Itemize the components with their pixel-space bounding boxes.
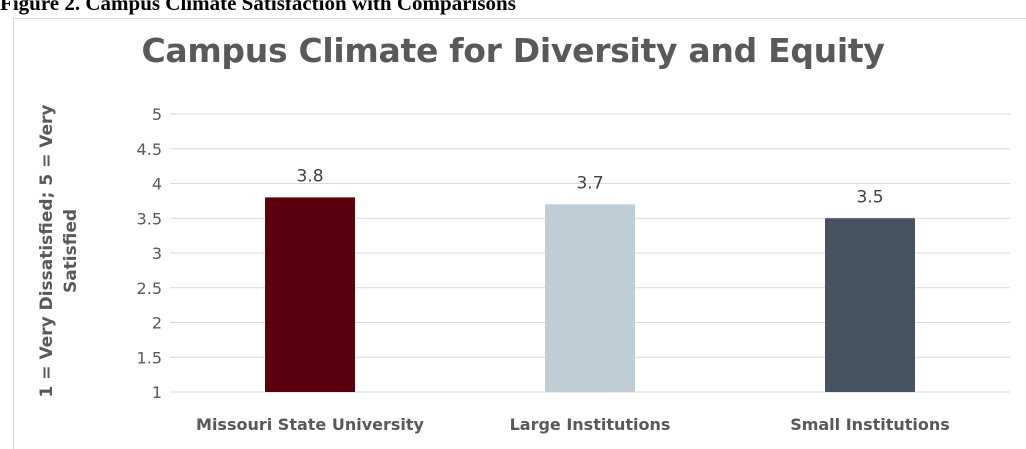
- y-tick-label: 3: [152, 244, 162, 263]
- figure-caption: Figure 2. Campus Climate Satisfaction wi…: [0, 0, 516, 15]
- data-label: 3.7: [576, 173, 603, 193]
- data-label: 3.8: [296, 166, 323, 186]
- chart-title: Campus Climate for Diversity and Equity: [141, 31, 885, 70]
- x-category-label: Small Institutions: [790, 415, 950, 434]
- chart-frame-left-border: [13, 18, 14, 449]
- x-category-label: Large Institutions: [510, 415, 671, 434]
- chart-frame-top-border: [13, 18, 1026, 19]
- data-label: 3.5: [856, 187, 883, 207]
- y-tick-label: 2: [152, 314, 162, 333]
- category-labels: Missouri State University Large Instituti…: [196, 415, 950, 434]
- bars: [265, 197, 915, 392]
- y-tick-label: 4: [152, 175, 162, 194]
- data-labels: 3.8 3.7 3.5: [296, 166, 883, 207]
- y-tick-label: 1.5: [137, 348, 162, 367]
- bar: [265, 197, 355, 392]
- y-tick-label: 1: [152, 383, 162, 402]
- y-tick-label: 2.5: [137, 279, 162, 298]
- y-tick-label: 5: [152, 105, 162, 124]
- x-category-label: Missouri State University: [196, 415, 425, 434]
- bar: [545, 204, 635, 392]
- y-tick-label: 3.5: [137, 209, 162, 228]
- bar: [825, 218, 915, 392]
- y-tick-label: 4.5: [137, 140, 162, 159]
- y-axis-ticks: 5 4.5 4 3.5 3 2.5 2 1.5 1: [137, 105, 162, 402]
